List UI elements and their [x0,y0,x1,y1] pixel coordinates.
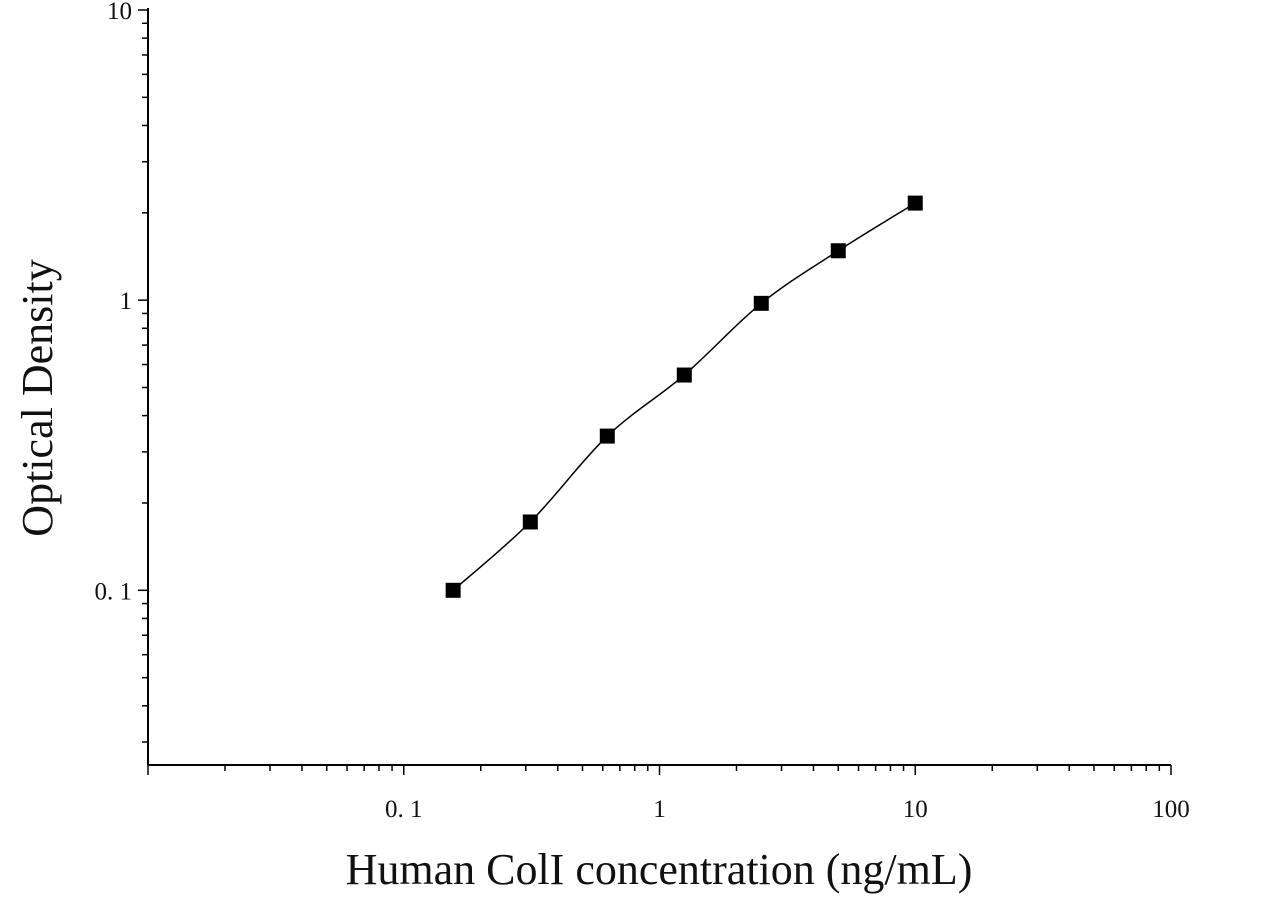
x-tick-label: 10 [903,796,928,823]
data-point [753,295,769,311]
data-point [599,428,615,444]
data-point [907,195,923,211]
data-point [445,582,461,598]
labels-layer: Human ColI concentration (ng/mL) Optical… [13,0,1190,894]
fit-curve-layer [452,202,916,591]
data-point [522,514,538,530]
axes-layer [138,8,1172,775]
data-points-layer [445,195,923,598]
fit-curve [452,202,916,591]
y-tick-label: 1 [120,288,133,315]
x-tick-label: 1 [653,796,666,823]
data-point [676,367,692,383]
x-axis-title: Human ColI concentration (ng/mL) [346,845,973,894]
data-point [830,243,846,259]
y-axis-title: Optical Density [13,259,62,536]
y-tick-label: 10 [107,0,132,25]
x-tick-label: 100 [1152,796,1190,823]
y-tick-label: 0. 1 [95,578,133,605]
x-tick-label: 0. 1 [385,796,423,823]
